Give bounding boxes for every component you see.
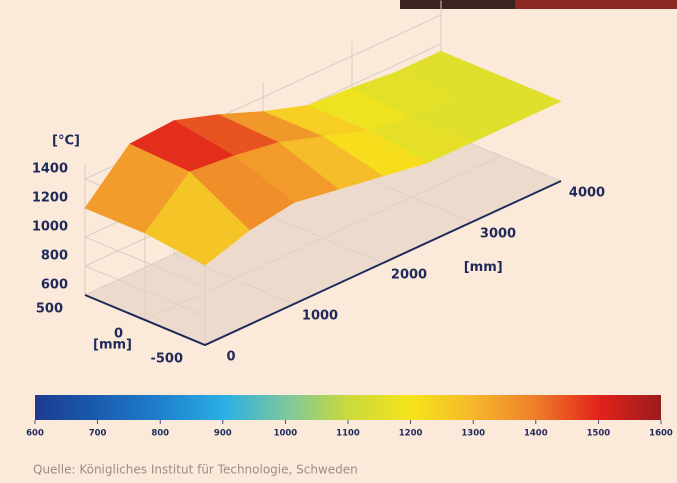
x-tick-label: 0 <box>226 350 235 365</box>
colorbar-tick-label: 1600 <box>649 429 673 439</box>
y-tick-label: 0 <box>114 327 123 342</box>
x-tick-label: 1000 <box>302 309 338 324</box>
colorbar-bar <box>35 395 661 420</box>
colorbar: 600 700 800 900 1000 1100 1200 1300 1400 1500 1600 <box>26 395 673 439</box>
z-tick-label: 800 <box>41 249 68 264</box>
x-tick-label: 4000 <box>569 186 605 201</box>
colorbar-tick-label: 1100 <box>336 429 360 439</box>
y-tick-label: -500 <box>150 352 183 367</box>
z-tick-label: 600 <box>41 278 68 293</box>
z-tick-label: 1200 <box>32 191 68 206</box>
z-tick-label: 1000 <box>32 220 68 235</box>
colorbar-tick-label: 600 <box>26 429 44 439</box>
photo-strip <box>515 0 677 9</box>
surface-cell <box>144 171 250 266</box>
y-axis-label: [mm] <box>93 338 132 353</box>
colorbar-tick-label: 1300 <box>461 429 485 439</box>
colorbar-tick-label: 1000 <box>274 429 298 439</box>
colorbar-tick-label: 800 <box>151 429 169 439</box>
x-tick-label: 3000 <box>480 227 516 242</box>
colorbar-tick-label: 1500 <box>587 429 611 439</box>
y-tick-label: 500 <box>36 302 63 317</box>
axis-line <box>84 180 562 347</box>
x-tick-label: 2000 <box>391 268 427 283</box>
z-tick-label: 1400 <box>32 162 68 177</box>
source: Quelle: Königliches Institut für Technol… <box>33 463 358 477</box>
axes: 600800100012001400010002000300040005000-… <box>32 134 605 367</box>
shadow <box>85 131 561 345</box>
x-axis-label: [mm] <box>464 260 503 275</box>
surface <box>84 50 562 266</box>
colorbar-tick-label: 700 <box>89 429 107 439</box>
colorbar-tick-label: 900 <box>214 429 232 439</box>
colorbar-tick-label: 1400 <box>524 429 548 439</box>
z-axis-label: [°C] <box>52 134 80 149</box>
colorbar-tick-label: 1200 <box>399 429 423 439</box>
